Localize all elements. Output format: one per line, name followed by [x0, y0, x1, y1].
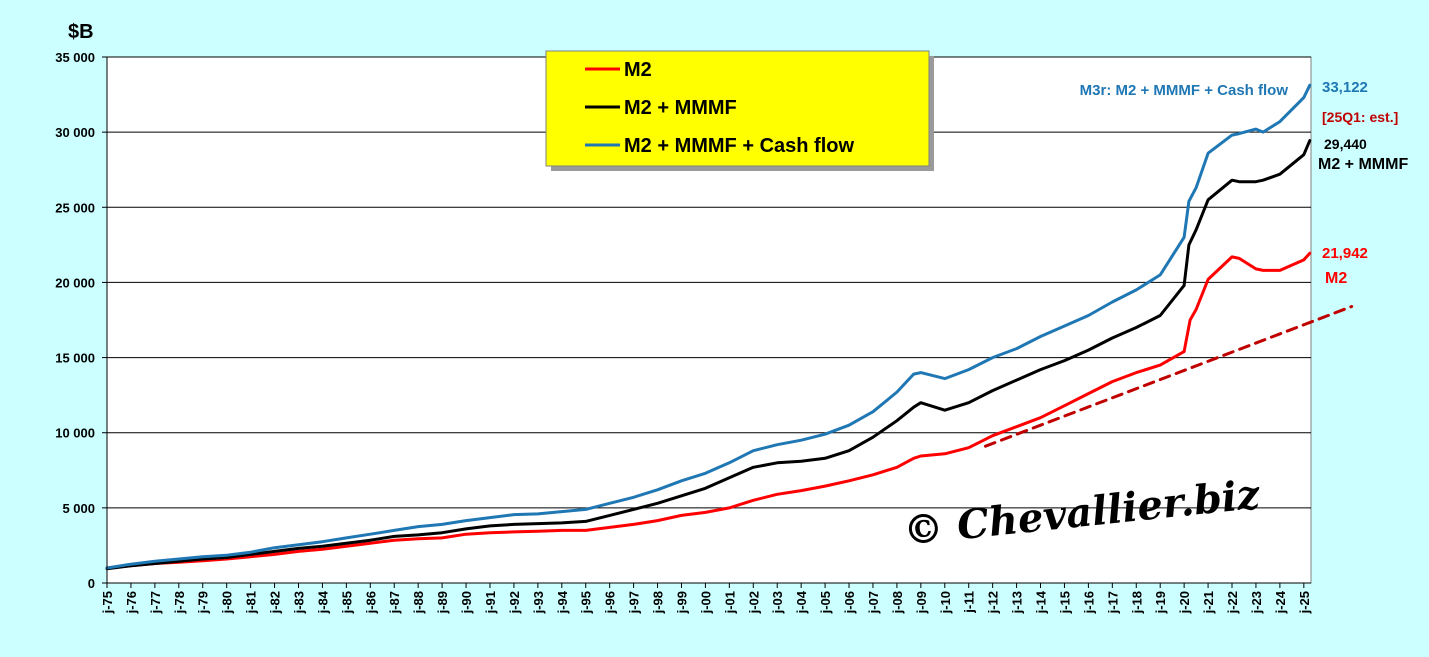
annotation-m3r-value: 33,122	[1322, 79, 1368, 96]
x-tick-label: j-24	[1273, 590, 1288, 614]
x-tick-label: j-90	[459, 591, 474, 614]
legend-label-m2: M2	[624, 59, 652, 81]
x-tick-label: j-12	[986, 591, 1001, 614]
series-group	[105, 83, 1354, 571]
x-tick-label: j-07	[866, 591, 881, 614]
x-tick-label: j-95	[579, 591, 594, 614]
series-line-3	[984, 305, 1354, 448]
x-tick-label: j-01	[722, 591, 737, 614]
x-tick-label: j-75	[100, 591, 115, 614]
x-tick-label: j-09	[914, 591, 929, 614]
x-tick-label: j-13	[1010, 591, 1025, 614]
x-tick-label: j-88	[411, 591, 426, 614]
series-line-0	[105, 251, 1312, 570]
x-tick-label: j-02	[746, 591, 761, 614]
x-tick-label: j-16	[1081, 591, 1096, 614]
x-tick-label: j-99	[674, 591, 689, 614]
x-tick-label: j-79	[196, 591, 211, 614]
y-tick-label: 35 000	[55, 50, 95, 65]
x-tick-label: j-97	[627, 591, 642, 614]
x-tick-label: j-76	[124, 591, 139, 614]
x-tick-label: j-84	[315, 590, 330, 614]
legend-label-mmmf: M2 + MMMF	[624, 97, 737, 119]
x-tick-label: j-93	[531, 591, 546, 614]
y-tick-label: 0	[88, 576, 95, 591]
x-tick-label: j-21	[1201, 591, 1216, 614]
legend: M2 M2 + MMMF M2 + MMMF + Cash flow	[545, 50, 934, 171]
x-tick-label: j-91	[483, 591, 498, 614]
x-tick-label: j-18	[1129, 591, 1144, 614]
x-tick-label: j-15	[1057, 591, 1072, 614]
y-tick-label: 25 000	[55, 200, 95, 215]
x-tick-label: j-92	[507, 591, 522, 614]
y-tick-label: 10 000	[55, 426, 95, 441]
y-tick-label: 20 000	[55, 275, 95, 290]
y-tick-label: 5 000	[62, 501, 95, 516]
x-tick-label: j-20	[1177, 591, 1192, 614]
x-tick-label: j-82	[268, 591, 283, 614]
x-tick-label: j-08	[890, 591, 905, 614]
x-tick-label: j-14	[1034, 590, 1049, 614]
annotation-estimate-note: [25Q1: est.]	[1322, 109, 1398, 125]
x-tick-label: j-81	[244, 591, 259, 614]
x-tick-label: j-19	[1153, 591, 1168, 614]
x-tick-label: j-83	[291, 591, 306, 614]
x-tick-label: j-25	[1297, 591, 1312, 614]
x-tick-label: j-77	[148, 591, 163, 614]
annotation-mmmf-value: 29,440	[1324, 136, 1367, 152]
x-tick-label: j-80	[220, 591, 235, 614]
x-tick-label: j-86	[363, 591, 378, 614]
x-tick-label: j-05	[818, 591, 833, 614]
y-tick-label: 15 000	[55, 351, 95, 366]
x-tick-label: j-98	[651, 591, 666, 614]
x-tick-label: j-22	[1225, 591, 1240, 614]
annotation-m3r-title: M3r: M2 + MMMF + Cash flow	[1080, 82, 1289, 99]
x-tick-label: j-89	[435, 591, 450, 614]
x-tick-label: j-11	[962, 591, 977, 614]
x-tick-label: j-03	[770, 591, 785, 614]
x-tick-label: j-85	[339, 591, 354, 614]
legend-label-cashflow: M2 + MMMF + Cash flow	[624, 135, 854, 157]
x-tick-label: j-17	[1105, 591, 1120, 614]
annotation-m2-value: 21,942	[1322, 245, 1368, 262]
series-line-1	[105, 139, 1312, 571]
x-tick-label: j-87	[387, 591, 402, 614]
series-line-2	[105, 83, 1312, 570]
x-tick-label: j-10	[938, 591, 953, 614]
y-tick-label: 30 000	[55, 125, 95, 140]
x-tick-label: j-94	[555, 590, 570, 614]
x-tick-label: j-04	[794, 590, 809, 614]
x-tick-label: j-06	[842, 591, 857, 614]
y-axis-label: $B	[68, 21, 94, 43]
x-tick-label: j-00	[698, 591, 713, 614]
annotation-m2-label: M2	[1325, 270, 1347, 287]
annotation-mmmf-label: M2 + MMMF	[1318, 156, 1408, 173]
x-tick-label: j-23	[1249, 591, 1264, 614]
x-tick-label: j-96	[603, 591, 618, 614]
axes: 0 5 000 10 000 15 000 20 000 25 000 30 000 35 0…	[55, 50, 1312, 614]
x-tick-label: j-78	[172, 591, 187, 614]
